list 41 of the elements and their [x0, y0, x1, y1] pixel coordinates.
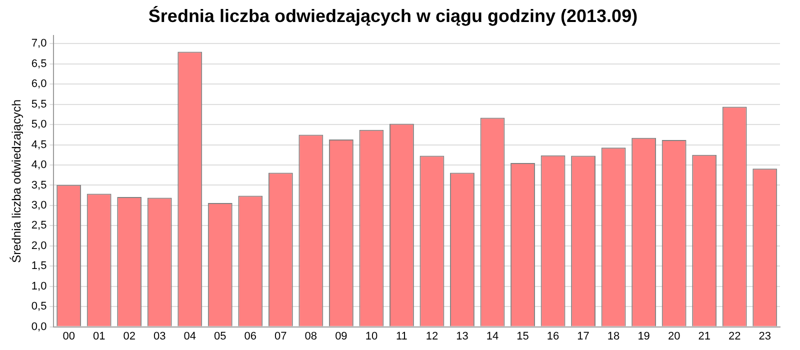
y-tick-label: 1,5 [31, 260, 47, 272]
x-tick-label: 16 [546, 330, 560, 342]
x-tick-label: 03 [153, 330, 166, 342]
y-tick-label: 6,5 [31, 58, 47, 70]
x-tick-label: 07 [274, 330, 287, 342]
x-tick-label: 06 [244, 330, 257, 342]
x-tick-label: 08 [304, 330, 318, 342]
x-tick-label: 19 [638, 330, 650, 342]
x-tick-label: 20 [668, 330, 680, 342]
y-tick-label: 2,5 [31, 220, 47, 232]
x-tick-label: 17 [577, 330, 590, 342]
y-tick-label: 6,0 [31, 78, 47, 90]
y-tick-label: 2,0 [31, 240, 47, 252]
y-tick-label: 4,0 [31, 159, 47, 172]
x-tick-label: 01 [92, 330, 106, 342]
y-tick-label: 0,0 [31, 320, 47, 333]
y-tick-label: 4,5 [31, 138, 47, 151]
x-tick-label: 11 [396, 330, 408, 342]
x-tick-label: 05 [214, 330, 226, 342]
y-tick-label: 1,0 [31, 280, 47, 292]
x-tick-label: 10 [365, 330, 378, 342]
y-tick-label: 7,0 [31, 38, 47, 50]
y-tick-label: 3,0 [31, 200, 47, 212]
x-tick-label: 21 [698, 330, 710, 342]
x-tick-label: 23 [758, 330, 771, 342]
x-tick-label: 14 [486, 330, 499, 342]
y-axis-title: Średnia liczba odwiedzających [10, 99, 24, 263]
y-tick-label: 3,5 [31, 179, 47, 192]
y-tick-label: 5,0 [31, 118, 47, 131]
x-tick-label: 13 [456, 330, 468, 342]
y-tick-label: 0,5 [31, 300, 47, 313]
x-tick-label: 02 [123, 330, 136, 342]
x-tick-label: 15 [516, 330, 529, 342]
x-tick-label: 04 [184, 330, 196, 342]
x-tick-label: 09 [335, 330, 348, 342]
y-tick-label: 5,5 [31, 98, 47, 110]
x-tick-label: 12 [426, 330, 438, 342]
chart-title: Średnia liczba odwiedzających w ciągu godziny (2013.09) [148, 6, 638, 26]
x-tick-label: 22 [728, 330, 741, 342]
x-tick-label: 18 [607, 330, 620, 342]
x-tick-label: 00 [62, 330, 75, 342]
